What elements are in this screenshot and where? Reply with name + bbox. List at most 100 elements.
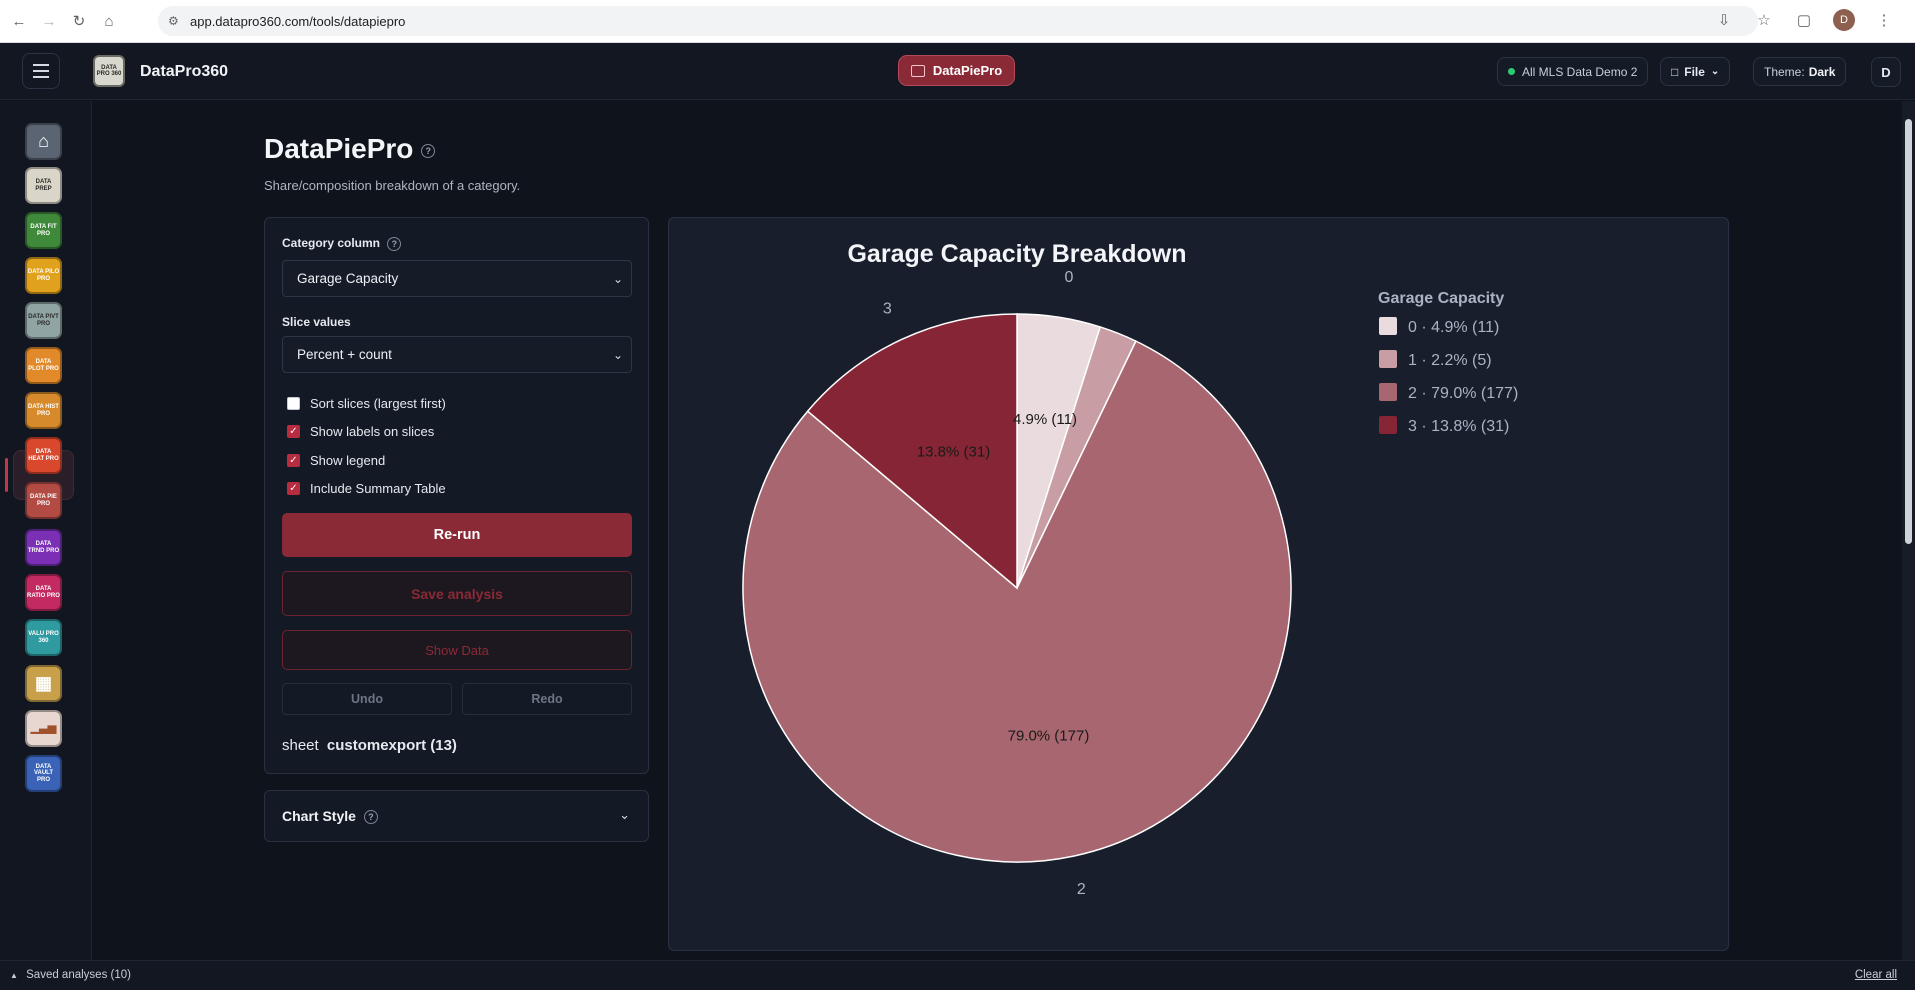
dataset-chip[interactable]: All MLS Data Demo 2 — [1497, 57, 1649, 86]
checkbox-box[interactable] — [287, 397, 300, 410]
site-info-icon[interactable]: ⚙ — [168, 14, 179, 28]
home-icon[interactable]: ⌂ — [104, 12, 114, 30]
sidebar-item-dataprep[interactable]: DATA PREP — [25, 167, 62, 204]
scrollbar-thumb[interactable] — [1905, 119, 1912, 544]
sidebar-item-dataratiopro[interactable]: DATA RATIO PRO — [25, 574, 62, 611]
extensions-icon[interactable]: ▢ — [1796, 12, 1812, 29]
save-analysis-button[interactable]: Save analysis — [282, 571, 632, 616]
chevron-down-icon: ⌄ — [1710, 66, 1720, 77]
show-labels-checkbox[interactable]: ✓ Show labels on slices — [287, 424, 434, 439]
checkbox-checked-icon[interactable]: ✓ — [287, 482, 300, 495]
sidebar-item-datapivtpro[interactable]: DATA PIVT PRO — [25, 302, 62, 339]
category-column-label-text: Category column — [282, 236, 381, 250]
controls-panel: Category column ? Garage Capacity ⌄ Slic… — [264, 217, 649, 774]
sheet-name: customexport (13) — [326, 737, 457, 754]
reload-icon[interactable]: ↻ — [72, 13, 86, 30]
theme-toggle-button[interactable]: Theme: Dark — [1753, 57, 1847, 86]
chart-card: Garage Capacity Breakdown 4.9% (11) 79.0%… — [668, 217, 1729, 951]
legend-swatch — [1379, 317, 1397, 335]
category-column-select[interactable]: Garage Capacity ⌄ — [282, 260, 632, 297]
legend-item-label: 3 · 13.8% (31) — [1408, 418, 1509, 435]
sidebar-item-grid-tool[interactable]: ▦ — [25, 665, 62, 702]
chevron-down-icon: ⌄ — [612, 348, 623, 362]
slice-values-label: Slice values — [282, 315, 351, 329]
status-dot-icon — [1508, 68, 1515, 75]
sidebar-item-datapiepro[interactable]: DATA PIE PRO — [25, 482, 62, 519]
chart-style-title: Chart Style ? — [282, 808, 378, 825]
saved-analyses-toggle[interactable]: ▲ Saved analyses (10) — [10, 969, 131, 981]
sidebar-item-dataheatpro[interactable]: DATA HEAT PRO — [25, 437, 62, 474]
address-bar[interactable]: ⚙ app.datapro360.com/tools/datapiepro — [158, 6, 1758, 36]
slice-values-value: Percent + count — [297, 347, 392, 362]
sidebar-item-dataplotpro[interactable]: DATA PLOT PRO — [25, 347, 62, 384]
sidebar-active-indicator — [5, 458, 8, 492]
dataset-label: All MLS Data Demo 2 — [1522, 64, 1638, 79]
sidebar-item-valupro360[interactable]: VALU PRO 360 — [25, 619, 62, 656]
back-icon[interactable]: ← — [11, 12, 27, 30]
sidebar-item-datapilotpro[interactable]: DATA PILO PRO — [25, 257, 62, 294]
tool-sidebar: ⌂ DATA PREP DATA FIT PRO DATA PILO PRO DATA … — [0, 101, 92, 960]
pie-slice-3[interactable] — [806, 313, 1018, 590]
sidebar-item-datahistpro[interactable]: DATA HIST PRO — [25, 392, 62, 429]
page-scrollbar[interactable] — [1902, 101, 1915, 960]
slice-category-label: 3 — [883, 301, 892, 318]
pie-slice-2[interactable] — [742, 340, 1292, 863]
menu-kebab-icon[interactable]: ⋮ — [1876, 12, 1892, 29]
sidebar-item-datavaultpro[interactable]: DATA VAULT PRO — [25, 755, 62, 792]
sheet-info: sheet customexport (13) — [282, 737, 457, 754]
menu-toggle-button[interactable] — [22, 53, 60, 89]
legend-swatch — [1379, 383, 1397, 401]
slice-category-label: 0 — [1065, 269, 1074, 286]
bookmark-star-icon[interactable]: ☆ — [1757, 12, 1771, 29]
chevron-down-icon: ⌄ — [619, 807, 630, 822]
forward-icon[interactable]: → — [41, 12, 57, 30]
checkbox-checked-icon[interactable]: ✓ — [287, 454, 300, 467]
category-column-value: Garage Capacity — [297, 271, 399, 286]
pie-chart: Garage Capacity Breakdown 4.9% (11) 79.0%… — [742, 240, 1518, 898]
active-tool-pill[interactable]: DataPiePro — [898, 55, 1015, 86]
tool-icon — [910, 64, 925, 77]
sidebar-item-datatrndpro[interactable]: DATA TRND PRO — [25, 529, 62, 566]
legend-item-label: 1 · 2.2% (5) — [1408, 352, 1492, 369]
help-icon[interactable]: ? — [387, 236, 402, 251]
saved-analyses-label: Saved analyses (10) — [26, 969, 131, 981]
sidebar-item-datafitpro[interactable]: DATA FIT PRO — [25, 212, 62, 249]
rerun-button[interactable]: Re-run — [282, 513, 632, 557]
active-tool-label: DataPiePro — [932, 63, 1003, 78]
url-text: app.datapro360.com/tools/datapiepro — [190, 13, 406, 29]
slice-data-label: 79.0% (177) — [1008, 727, 1090, 744]
slice-data-label: 13.8% (31) — [917, 443, 990, 460]
user-avatar[interactable]: D — [1871, 57, 1901, 87]
install-icon[interactable]: ⇩ — [1717, 12, 1731, 29]
show-data-button[interactable]: Show Data — [282, 630, 632, 670]
checkbox-label: Show legend — [310, 453, 386, 468]
page-title: DataPiePro ? — [264, 133, 436, 165]
app-header: DATA PRO 360 DataPro360 DataPiePro All M… — [0, 43, 1915, 100]
clear-all-link[interactable]: Clear all — [1854, 969, 1897, 981]
legend-swatch — [1379, 416, 1397, 434]
sort-slices-checkbox[interactable]: Sort slices (largest first) — [287, 396, 446, 411]
browser-toolbar: ← → ↻ ⌂ ⚙ app.datapro360.com/tools/datap… — [0, 0, 1915, 43]
help-icon[interactable]: ? — [363, 810, 378, 825]
show-legend-checkbox[interactable]: ✓ Show legend — [287, 453, 385, 468]
summary-table-checkbox[interactable]: ✓ Include Summary Table — [287, 481, 446, 496]
legend-item-label: 0 · 4.9% (11) — [1408, 319, 1499, 336]
saved-analyses-bar: ▲ Saved analyses (10) Clear all — [0, 960, 1915, 990]
file-menu-button[interactable]: □ File ⌄ — [1660, 57, 1731, 86]
checkbox-checked-icon[interactable]: ✓ — [287, 425, 300, 438]
sidebar-item-bar-tool[interactable]: ▁▃▅ — [25, 710, 62, 747]
help-icon[interactable]: ? — [421, 143, 436, 158]
chart-style-accordion[interactable]: Chart Style ? ⌄ — [264, 790, 649, 842]
checkbox-label: Sort slices (largest first) — [310, 396, 446, 411]
theme-value: Dark — [1808, 64, 1836, 79]
browser-profile-avatar[interactable]: D — [1833, 9, 1855, 31]
file-label: File — [1684, 64, 1705, 79]
chart-title: Garage Capacity Breakdown — [847, 240, 1186, 268]
sidebar-item-home[interactable]: ⌂ — [25, 123, 62, 160]
slice-values-select[interactable]: Percent + count ⌄ — [282, 336, 632, 373]
chart-style-label: Chart Style — [282, 808, 356, 824]
undo-button[interactable]: Undo — [282, 683, 452, 715]
redo-button[interactable]: Redo — [462, 683, 632, 715]
legend-item-label: 2 · 79.0% (177) — [1408, 385, 1518, 402]
chevron-down-icon: ⌄ — [612, 272, 623, 286]
